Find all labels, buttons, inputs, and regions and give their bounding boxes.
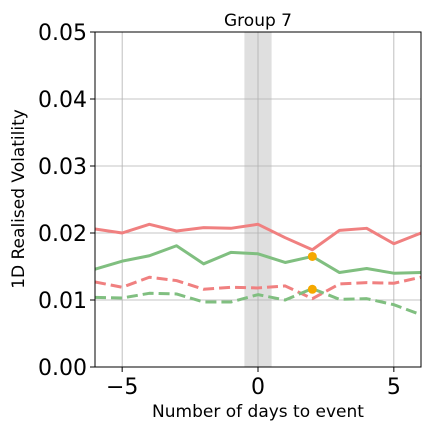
series-line-1 bbox=[95, 222, 421, 252]
y-tick-label: 0.05 bbox=[38, 21, 87, 46]
y-tick-label: 0.00 bbox=[38, 356, 87, 381]
y-tick-label: 0.03 bbox=[38, 155, 87, 180]
series-line-3 bbox=[95, 275, 421, 301]
y-tick-label: 0.01 bbox=[38, 289, 87, 314]
y-tick-label: 0.04 bbox=[38, 88, 87, 113]
highlight-marker-1 bbox=[307, 251, 317, 261]
series-line-4 bbox=[95, 287, 421, 317]
chart-title: Group 7 bbox=[224, 11, 292, 31]
marker-layer bbox=[307, 251, 317, 294]
series-layer bbox=[95, 222, 421, 317]
x-tick-label: 0 bbox=[251, 375, 265, 400]
y-tick-label: 0.02 bbox=[38, 222, 87, 247]
x-axis-label: Number of days to event bbox=[152, 402, 364, 422]
series-line-2 bbox=[95, 244, 421, 275]
highlight-marker-2 bbox=[307, 284, 317, 294]
x-tick-label: −5 bbox=[106, 375, 138, 400]
y-axis-label: 1D Realised Volatility bbox=[9, 109, 29, 289]
x-tick-label: 5 bbox=[387, 375, 401, 400]
tick-layer: −5 0 5 0.00 0.01 0.02 0.03 0.04 0.05 bbox=[38, 21, 401, 400]
